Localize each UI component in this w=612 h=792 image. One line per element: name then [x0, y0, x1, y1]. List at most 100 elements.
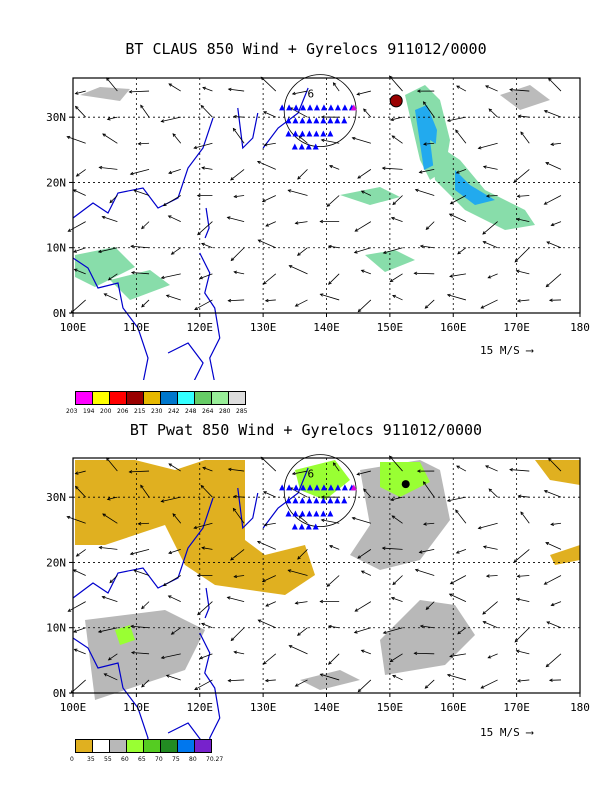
wind-arrow-head: [357, 555, 361, 559]
wind-arrow-head: [357, 175, 361, 179]
wind-arrow-head: [233, 194, 238, 199]
top-grid: [73, 78, 580, 313]
wind-arrow: [480, 299, 498, 309]
legend-label: 215: [134, 408, 146, 415]
wind-arrow-head: [516, 217, 520, 222]
wind-arrow-head: [319, 673, 324, 677]
wind-arrow-head: [74, 105, 79, 110]
wind-arrow: [545, 162, 562, 170]
wind-arrow-head: [196, 573, 201, 578]
wind-arrow: [261, 77, 277, 92]
gyre-triangle: [341, 104, 348, 111]
wind-arrow: [483, 241, 498, 249]
x-tick-label: 160E: [440, 321, 467, 334]
wind-arrow-head: [363, 108, 367, 113]
wind-arrow-head: [449, 201, 454, 205]
wind-arrow: [383, 627, 403, 634]
legend-label: 55: [104, 756, 112, 763]
wind-arrow: [264, 142, 276, 146]
wind-arrow-head: [232, 507, 237, 512]
wind-arrow: [391, 135, 403, 144]
wind-arrow-head: [197, 231, 201, 236]
wind-arrow-head: [129, 551, 134, 556]
wind-arrow: [517, 575, 530, 577]
wind-arrow-head: [550, 142, 554, 146]
wind-arrow: [233, 508, 245, 524]
wind-arrow: [361, 269, 372, 275]
wind-arrow: [265, 221, 276, 227]
wind-arrow-head: [455, 170, 460, 174]
legend-swatch: [194, 739, 212, 753]
wind-arrow: [108, 653, 118, 661]
gyre-triangle: [299, 510, 306, 517]
wind-arrow-head: [75, 553, 80, 557]
wind-arrow-head: [548, 678, 553, 682]
wind-arrow-head: [509, 88, 513, 92]
wind-arrow: [516, 650, 530, 655]
wind-arrow: [457, 247, 467, 255]
wind-arrow-head: [516, 574, 521, 578]
wind-arrow-head: [482, 545, 487, 549]
wind-arrow: [257, 161, 276, 170]
wind-arrow: [449, 653, 466, 657]
gyre-triangle: [320, 484, 327, 491]
wind-arrow-head: [477, 146, 482, 150]
wind-arrow-head: [128, 90, 133, 94]
wind-arrow-head: [263, 143, 268, 147]
wind-arrow-head: [233, 650, 238, 655]
x-tick-label: 120E: [187, 321, 214, 334]
top-shade-area: [80, 87, 130, 101]
wind-arrow: [391, 217, 403, 222]
wind-arrow: [201, 167, 213, 170]
wind-arrow-head: [360, 190, 365, 194]
wind-arrow-head: [106, 497, 111, 501]
top-panel-title: BT CLAUS 850 Wind + Gyrelocs 911012/0000: [125, 40, 487, 58]
wind-arrow-head: [172, 133, 176, 137]
gyre-triangle: [286, 484, 293, 491]
wind-arrow-head: [515, 269, 520, 274]
wind-arrow: [483, 621, 498, 629]
wind-arrow-head: [424, 685, 429, 689]
gyre-triangle: [313, 130, 320, 137]
wind-arrow: [263, 491, 276, 498]
wind-arrow: [168, 169, 181, 174]
wind-arrow-head: [165, 674, 170, 678]
wind-arrow: [234, 575, 245, 578]
wind-arrow: [297, 247, 308, 256]
wind-arrow-head: [485, 465, 489, 469]
wind-arrow-head: [102, 513, 106, 517]
wind-arrow-head: [422, 101, 427, 105]
wind-arrow: [456, 169, 467, 174]
legend-label: 65: [138, 756, 146, 763]
wind-arrow: [234, 651, 245, 655]
wind-arrow: [356, 470, 371, 475]
wind-arrow: [455, 129, 467, 144]
wind-arrow: [258, 619, 276, 629]
wind-arrow: [230, 169, 245, 181]
wind-arrow: [130, 549, 150, 555]
wind-arrow: [509, 89, 530, 92]
wind-arrow: [450, 575, 467, 585]
bottom-gyre-markers: [279, 484, 355, 530]
wind-arrow: [456, 465, 467, 472]
wind-arrow: [99, 546, 118, 550]
wind-arrow: [202, 87, 213, 92]
wind-arrow-head: [196, 193, 201, 198]
wind-arrow: [513, 549, 530, 563]
wind-arrow: [551, 601, 562, 606]
wind-arrow: [449, 593, 467, 602]
wind-arrow-head: [67, 608, 72, 612]
x-tick-label: 140E: [313, 701, 340, 714]
wind-arrow-head: [516, 299, 521, 303]
gyre-triangle: [306, 130, 313, 137]
wind-arrow-head: [482, 611, 486, 615]
wind-arrow: [138, 142, 150, 145]
wind-arrow-head: [543, 110, 548, 114]
top-coast-segment: [167, 342, 204, 380]
wind-arrow: [295, 601, 308, 604]
wind-arrow: [166, 294, 181, 301]
wind-arrow: [551, 221, 562, 226]
wind-arrow: [516, 598, 530, 603]
wind-arrow: [233, 116, 245, 118]
wind-arrow: [390, 116, 403, 121]
